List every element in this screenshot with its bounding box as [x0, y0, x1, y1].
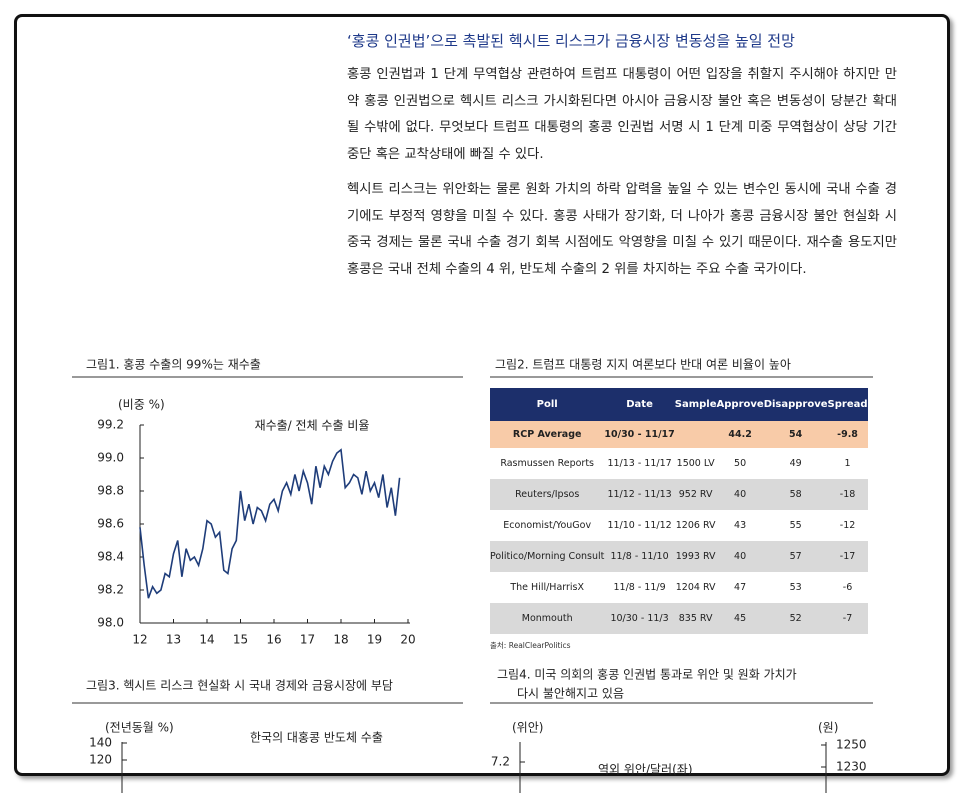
- table-row: Reuters/Ipsos 11/12 - 11/13 952 RV 40 58 -18: [490, 479, 868, 510]
- y-axis-label: (위안): [512, 721, 543, 735]
- y-tick-label: 98.2: [97, 583, 124, 597]
- x-tick-label: 15: [233, 633, 248, 647]
- table-row: The Hill/HarrisX 11/8 - 11/9 1204 RV 47 53 -6: [490, 572, 868, 603]
- figure-title: 그림3. 헥시트 리스크 현실화 시 국내 경제와 금융시장에 부담: [86, 679, 393, 693]
- paragraph: 홍콩 인권법과 1 단계 무역협상 관련하여 트럼프 대통령이 어떤 입장을 취…: [347, 67, 897, 162]
- x-tick-label: 16: [266, 633, 281, 647]
- figure-title: 다시 불안해지고 있음: [517, 687, 624, 701]
- x-tick-label: 12: [132, 633, 147, 647]
- x-tick-label: 14: [199, 633, 214, 647]
- table-cell: 45: [716, 603, 764, 634]
- table-row: Politico/Morning Consult 11/8 - 11/10 1993…: [490, 541, 868, 572]
- table-cell: -9.8: [827, 421, 868, 448]
- table-cell: 57: [763, 541, 828, 572]
- y-tick-label: 98.6: [97, 517, 124, 531]
- column-header: Sample: [674, 388, 717, 421]
- y-axis-label: (전년동월 %): [105, 721, 174, 735]
- legend-label: 한국의 대홍콩 반도체 수출: [250, 731, 383, 745]
- table-cell: 952 RV: [674, 479, 717, 510]
- x-tick-label: 19: [367, 633, 382, 647]
- table-cell: RCP Average: [490, 421, 605, 448]
- table-row: Rasmussen Reports 11/13 - 11/17 1500 LV 50 4…: [490, 448, 868, 479]
- table-cell: -12: [839, 520, 856, 531]
- table-cell: 53: [789, 582, 802, 593]
- y2-axis-label: (원): [818, 721, 838, 735]
- source-note: 출처: RealClearPolitics: [490, 641, 571, 650]
- x-tick-label: 13: [166, 633, 181, 647]
- table-cell: 1993 RV: [674, 541, 717, 572]
- heading: ‘홍콩 인권법’으로 촉발된 헥시트 리스크가 금융시장 변동성을 높일 전망: [347, 32, 795, 50]
- table-cell: 11/12 - 11/13: [604, 479, 675, 510]
- table-cell: 44.2: [716, 421, 764, 448]
- table-cell: 47: [734, 582, 747, 593]
- frame: [14, 14, 950, 776]
- figure-title: 그림2. 트럼프 대통령 지지 여론보다 반대 여론 비율이 높아: [495, 358, 791, 372]
- table-cell: 49: [789, 458, 802, 469]
- y2-tick-label: 1230: [836, 760, 867, 774]
- table-cell: Monmouth: [490, 603, 605, 634]
- table-cell: 52: [763, 603, 828, 634]
- table-cell: -6: [842, 582, 853, 593]
- table-cell: 55: [789, 520, 802, 531]
- column-header: Approve: [716, 388, 764, 421]
- y-tick-label: 99.0: [97, 451, 124, 465]
- table-row: RCP Average 10/30 - 11/17 44.2 54 -9.8: [490, 421, 868, 448]
- table-cell: 835 RV: [674, 603, 717, 634]
- table-cell: 54: [763, 421, 828, 448]
- y-tick-label: 98.8: [97, 484, 124, 498]
- table-cell: Reuters/Ipsos: [490, 479, 605, 510]
- column-header: Date: [604, 388, 675, 421]
- y-tick-label: 140: [89, 736, 112, 750]
- table-cell: 10/30 - 11/3: [604, 603, 675, 634]
- legend-label: 역외 위안/달러(좌): [598, 763, 693, 777]
- legend-label: 재수출/ 전체 수출 비율: [255, 419, 370, 433]
- y-tick-label: 7.2: [491, 755, 510, 769]
- table-cell: 40: [716, 541, 764, 572]
- y-tick-label: 120: [89, 753, 112, 767]
- table-cell: 11/8 - 11/10: [604, 541, 675, 572]
- figure-title: 그림1. 홍콩 수출의 99%는 재수출: [86, 358, 261, 372]
- table-cell: 40: [716, 479, 764, 510]
- table-cell: 11/13 - 11/17: [607, 458, 672, 469]
- poll-table: Poll Date Sample Approve Disapprove Spread RCP…: [490, 388, 868, 634]
- table-cell: [674, 421, 717, 448]
- table-row: Economist/YouGov 11/10 - 11/12 1206 RV 43 55…: [490, 510, 868, 541]
- table-cell: 1: [844, 458, 851, 469]
- x-tick-label: 18: [333, 633, 348, 647]
- table-cell: 11/10 - 11/12: [607, 520, 672, 531]
- table-cell: Rasmussen Reports: [500, 458, 595, 469]
- table-cell: 50: [734, 458, 747, 469]
- table-cell: 11/8 - 11/9: [613, 582, 666, 593]
- table-cell: 1206 RV: [675, 520, 716, 531]
- table-cell: 1204 RV: [675, 582, 716, 593]
- y2-tick-label: 1250: [836, 738, 867, 752]
- table-cell: 1500 LV: [676, 458, 715, 469]
- paragraph: 헥시트 리스크는 위안화는 물론 원화 가치의 하락 압력을 높일 수 있는 변…: [347, 182, 897, 277]
- figure-title: 그림4. 미국 의회의 홍콩 인권법 통과로 위안 및 원화 가치가: [497, 668, 797, 682]
- table-cell: Politico/Morning Consult: [490, 541, 605, 572]
- y-axis-label: (비중 %): [118, 398, 165, 412]
- x-tick-label: 20: [400, 633, 415, 647]
- table-cell: The Hill/HarrisX: [510, 582, 585, 593]
- y-tick-label: 99.2: [97, 418, 124, 432]
- table-header: Poll Date Sample Approve Disapprove Spread: [490, 388, 868, 421]
- table-cell: -17: [827, 541, 868, 572]
- table-row: Monmouth 10/30 - 11/3 835 RV 45 52 -7: [490, 603, 868, 634]
- y-tick-label: 98.0: [97, 616, 124, 630]
- x-tick-label: 17: [300, 633, 315, 647]
- table-cell: 10/30 - 11/17: [604, 421, 675, 448]
- column-header: Disapprove: [763, 388, 828, 421]
- table-cell: -7: [827, 603, 868, 634]
- table-cell: 58: [763, 479, 828, 510]
- column-header: Poll: [490, 388, 605, 421]
- table-cell: 43: [734, 520, 747, 531]
- series-line: [139, 448, 401, 599]
- y-tick-label: 98.4: [97, 550, 124, 564]
- table-cell: -18: [827, 479, 868, 510]
- column-header: Spread: [827, 388, 868, 421]
- table-cell: Economist/YouGov: [503, 520, 592, 531]
